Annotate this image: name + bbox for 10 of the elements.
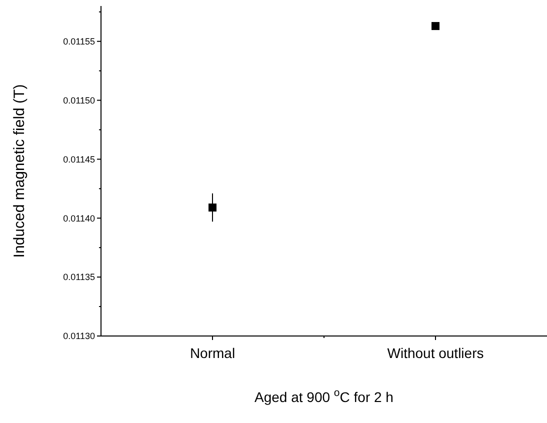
x-axis-title: Aged at 900 $^{o}$C for 2 h bbox=[254, 387, 394, 405]
y-tick-label: 0.01135 bbox=[63, 272, 95, 282]
y-tick-label: 0.01140 bbox=[63, 213, 95, 224]
y-tick-label: 0.01150 bbox=[63, 95, 95, 106]
y-tick-label: 0.01155 bbox=[63, 36, 95, 47]
x-tick-label: Without outliers bbox=[387, 345, 484, 361]
y-tick-label: 0.01145 bbox=[63, 154, 95, 164]
x-tick-label: Normal bbox=[190, 345, 236, 361]
y-tick-label: 0.01130 bbox=[63, 331, 95, 342]
y-axis-title: Induced magnetic field (T) bbox=[11, 84, 28, 258]
